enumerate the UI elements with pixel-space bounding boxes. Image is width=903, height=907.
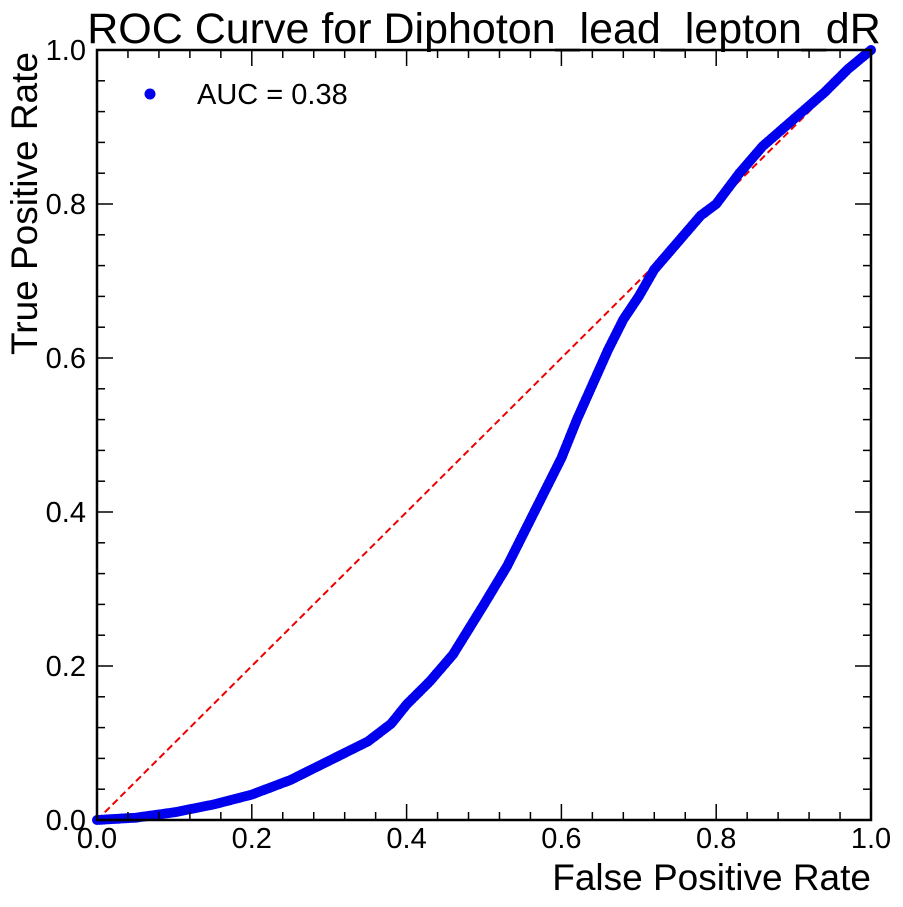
y-axis-title: True Positive Rate [4,52,45,355]
y-tick-label-5: 1.0 [46,35,86,67]
y-tick-label-4: 0.8 [46,189,86,221]
legend-label-auc: AUC = 0.38 [197,79,348,111]
x-tick-label-3: 0.6 [541,823,581,855]
plot-area [92,45,876,825]
tick-labels: 0.0 0.2 0.4 0.6 0.8 1.0 0.0 0.2 0.4 0.6 0.8 1.0 [46,35,891,855]
x-tick-label-0: 0.0 [77,823,117,855]
chart-title: ROC Curve for Diphoton_lead_lepton_dR [87,5,881,53]
legend-marker-auc [144,88,156,100]
plot-frame [95,48,873,822]
y-tick-label-2: 0.4 [46,497,86,529]
y-tick-label-0: 0.0 [46,805,86,837]
x-tick-label-1: 0.2 [232,823,272,855]
y-tick-label-3: 0.6 [46,343,86,375]
x-axis-title: False Positive Rate [552,857,871,898]
legend: AUC = 0.38 [144,79,348,111]
x-tick-label-5: 1.0 [851,823,891,855]
diagonal-reference-line [96,49,872,821]
x-tick-label-2: 0.4 [386,823,426,855]
x-tick-label-4: 0.8 [696,823,736,855]
y-tick-label-1: 0.2 [46,651,86,683]
